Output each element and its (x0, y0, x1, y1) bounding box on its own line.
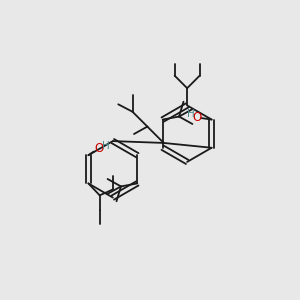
Text: O: O (193, 111, 202, 124)
Text: H: H (187, 110, 195, 119)
Text: H: H (102, 141, 110, 151)
Text: O: O (94, 142, 104, 155)
